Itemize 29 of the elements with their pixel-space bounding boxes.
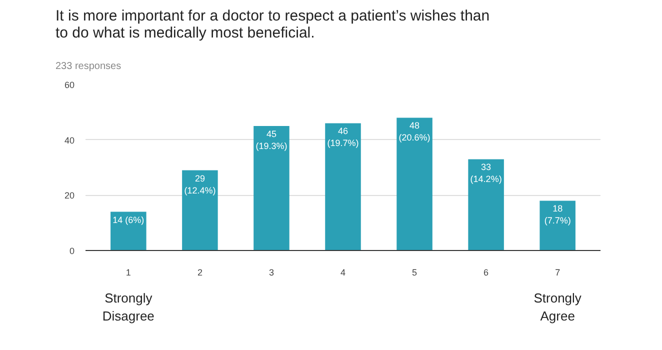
chart-title: It is more important for a doctor to respect a patient’s wishes than to do what is medically most beneficial. xyxy=(56,8,490,42)
chart-subtitle: 233 responses xyxy=(56,61,122,72)
y-tick-label: 40 xyxy=(64,135,75,146)
data-label: 14 (6%) xyxy=(112,214,144,225)
data-label: 29 (12.4%) xyxy=(184,173,216,196)
bar xyxy=(396,118,432,250)
bar xyxy=(110,212,146,250)
data-label: 46 (19.7%) xyxy=(327,126,359,148)
bar xyxy=(254,126,290,250)
bar xyxy=(325,123,361,250)
data-label: 33 (14.2%) xyxy=(470,162,502,184)
y-tick-label: 60 xyxy=(64,80,75,90)
y-tick-label: 0 xyxy=(69,246,75,256)
x-tick-label: 1 xyxy=(126,268,131,278)
bar xyxy=(468,159,504,250)
x-tick-label: 4 xyxy=(340,268,346,278)
x-tick-label: 6 xyxy=(484,268,489,278)
x-tick-label: 5 xyxy=(412,268,418,278)
bar xyxy=(540,200,576,250)
data-label: 18 (7.7%) xyxy=(544,204,571,226)
data-label: 45 (19.3%) xyxy=(256,129,288,151)
x-tick-label: 3 xyxy=(268,268,274,278)
text: Strongly Disagree xyxy=(102,290,154,324)
x-tick-label: 7 xyxy=(555,268,560,278)
y-tick-label: 20 xyxy=(64,190,75,201)
x-tick-label: 2 xyxy=(197,268,202,278)
text: Strongly Agree xyxy=(534,290,582,324)
bar xyxy=(182,170,218,250)
data-label: 48 (20.6%) xyxy=(398,120,430,143)
